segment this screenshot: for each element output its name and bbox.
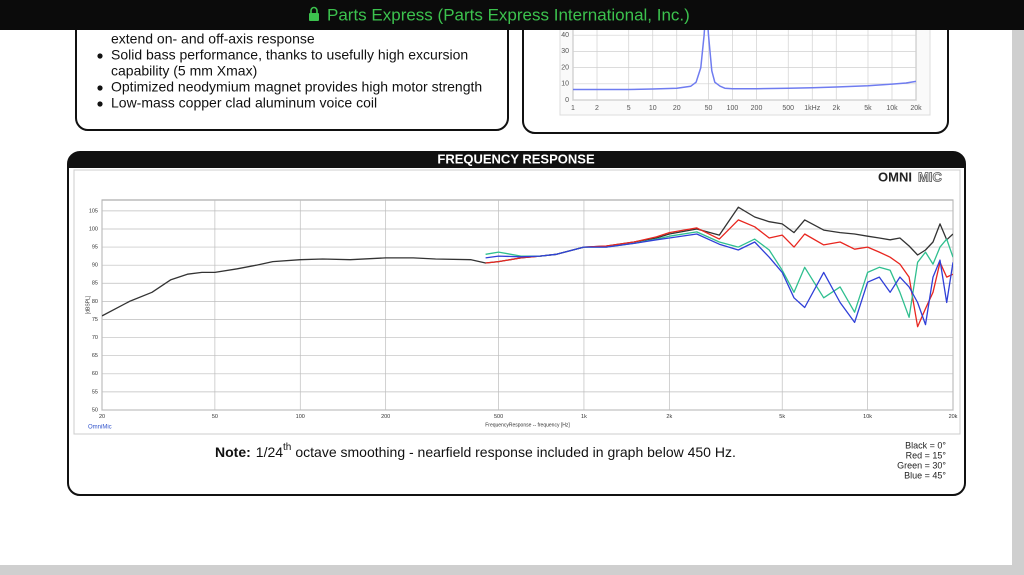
y-tick-label: 65	[92, 353, 98, 359]
x-tick-label: 20k	[949, 414, 958, 420]
feature-line: extend on- and off-axis response	[111, 31, 315, 47]
x-tick-label: 200	[751, 105, 763, 112]
y-tick-label: 30	[561, 48, 569, 55]
x-tick-label: 500	[494, 414, 503, 420]
bullet	[97, 85, 103, 91]
features-box	[75, 0, 509, 131]
x-tick-label: 20	[99, 414, 105, 420]
feature-line: Low-mass copper clad aluminum voice coil	[111, 95, 377, 111]
y-tick-label: 90	[92, 263, 98, 269]
plot-area	[101, 199, 954, 411]
x-axis-label: FrequencyResponse -- frequency [Hz]	[485, 422, 570, 428]
lock-icon	[309, 6, 319, 21]
legend-entry: Blue = 45°	[904, 470, 946, 480]
x-tick-label: 10k	[886, 105, 898, 112]
legend-entry: Green = 30°	[897, 460, 946, 470]
x-tick-label: 5	[627, 105, 631, 112]
y-tick-label: 60	[92, 371, 98, 377]
x-tick-label: 1	[571, 105, 575, 112]
x-tick-label: 2	[595, 105, 599, 112]
x-tick-label: 50	[705, 105, 713, 112]
bullet	[97, 101, 103, 107]
x-tick-label: 1kHz	[804, 105, 820, 112]
x-tick-label: 5k	[864, 105, 872, 112]
x-tick-label: 10k	[863, 414, 872, 420]
x-tick-label: 1k	[581, 414, 587, 420]
x-tick-label: 200	[381, 414, 390, 420]
x-tick-label: 100	[296, 414, 305, 420]
header-title: Parts Express (Parts Express Internation…	[327, 5, 690, 24]
y-tick-label: 95	[92, 245, 98, 251]
note: Note: 1/24th octave smoothing - nearfield …	[215, 442, 736, 460]
x-tick-label: 5k	[779, 414, 785, 420]
y-tick-label: 100	[89, 226, 98, 232]
x-tick-label: 50	[212, 414, 218, 420]
y-tick-label: 50	[92, 407, 98, 413]
y-tick-label: 105	[89, 208, 98, 214]
frequency-title-bar	[68, 152, 965, 168]
y-axis-label: [dBSPL]	[85, 295, 91, 314]
x-tick-label: 2k	[833, 105, 841, 112]
header-bar	[0, 0, 1024, 30]
legend-entry: Red = 15°	[906, 450, 947, 460]
x-tick-label: 2k	[666, 414, 672, 420]
note-ratio: 1/24	[256, 444, 283, 460]
feature-line: capability (5 mm Xmax)	[111, 63, 257, 79]
y-tick-label: 40	[561, 32, 569, 39]
note-text: octave smoothing - nearfield response in…	[295, 444, 736, 460]
note-label: Note:	[215, 444, 251, 460]
logo-omni: OMNI	[878, 169, 912, 184]
logo-mic: MIC	[918, 169, 942, 184]
y-tick-label: 55	[92, 389, 98, 395]
feature-line: Optimized neodymium magnet provides high…	[111, 79, 482, 95]
series-line	[573, 19, 916, 91]
y-tick-label: 20	[561, 64, 569, 71]
plot-area	[572, 18, 917, 101]
y-tick-label: 75	[92, 317, 98, 323]
x-tick-label: 500	[782, 105, 794, 112]
x-tick-label: 100	[727, 105, 739, 112]
frequency-title: FREQUENCY RESPONSE	[437, 151, 595, 166]
y-tick-label: 0	[565, 97, 569, 104]
y-tick-label: 85	[92, 281, 98, 287]
x-tick-label: 10	[649, 105, 657, 112]
series-line	[485, 233, 953, 326]
y-tick-label: 80	[92, 299, 98, 305]
bullet	[97, 53, 103, 59]
x-tick-label: 20	[673, 105, 681, 112]
legend-entry: Black = 0°	[905, 440, 946, 450]
credit: OmniMic	[88, 425, 112, 431]
y-tick-label: 70	[92, 335, 98, 341]
note-sup: th	[283, 442, 291, 453]
y-tick-label: 10	[561, 81, 569, 88]
x-tick-label: 20k	[910, 105, 922, 112]
feature-line: Solid bass performance, thanks to useful…	[111, 47, 468, 63]
